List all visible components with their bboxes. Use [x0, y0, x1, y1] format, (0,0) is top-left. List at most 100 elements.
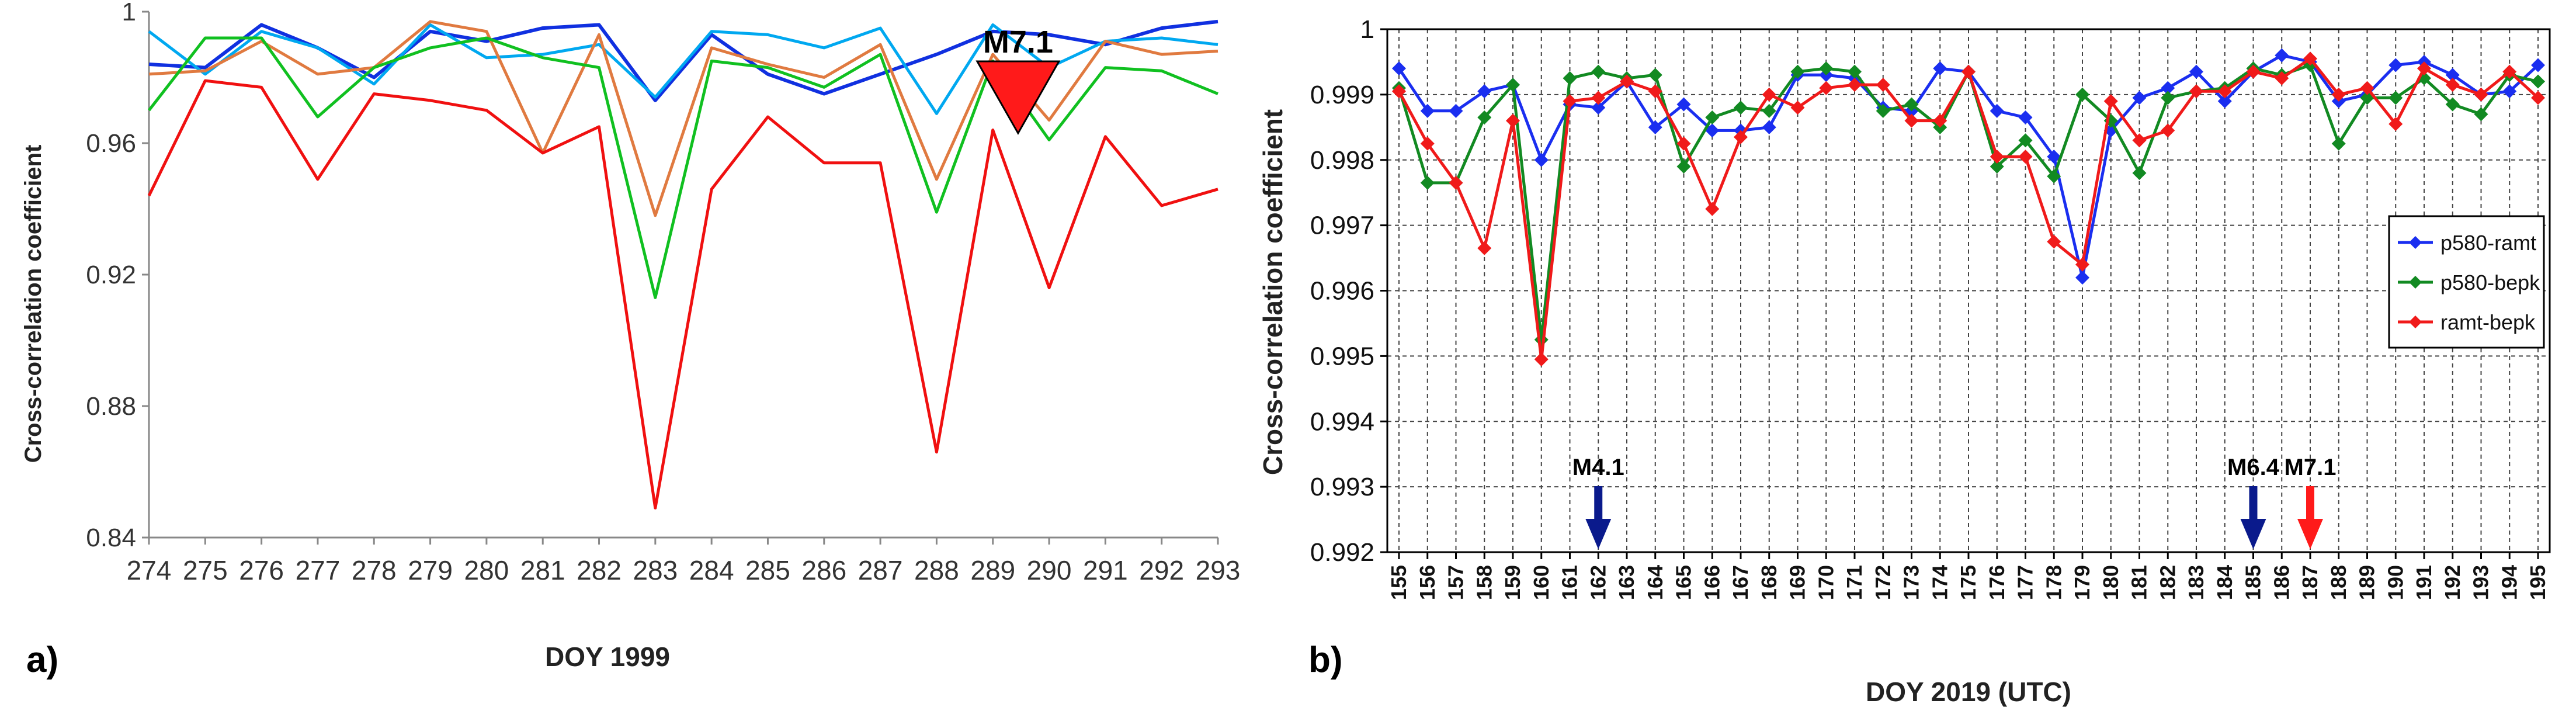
panel-b-x-tick-label: 168 — [1757, 565, 1781, 600]
panel-a-series-orange-line — [148, 20, 1218, 217]
panel-b-x-tick-label: 166 — [1700, 565, 1724, 600]
panel-b-x-tick-label: 179 — [2070, 565, 2094, 600]
panel-b-p580-ramt-point — [2502, 84, 2517, 99]
panel-b-p580-bepk-point — [2445, 97, 2460, 112]
panel-b-p580-bepk-point — [1676, 159, 1691, 174]
panel-b-ramt-bepk-point — [2161, 123, 2175, 138]
panel-b-ramt-bepk-point — [1534, 352, 1549, 366]
panel-b-p580-ramt-point — [2275, 48, 2289, 63]
panel-a-x-tick-label: 277 — [296, 555, 341, 585]
panel-a-series-red-line — [147, 79, 1218, 509]
panel-a-annotations: M7.1 — [975, 25, 1061, 136]
panel-b-p580-ramt-point — [1648, 120, 1662, 134]
panel-a-y-tick-label: 0.88 — [86, 392, 136, 421]
panel-b-event-arrow-shaft — [2249, 486, 2258, 522]
panel-a-annotation-label: M7.1 — [983, 25, 1053, 60]
panel-a-plot-area — [149, 12, 1218, 555]
panel-b-p580-ramt-point — [2531, 58, 2545, 72]
panel-a-m71-triangle-marker — [975, 60, 1061, 136]
panel-b-event-arrow-shaft — [2306, 486, 2314, 522]
panel-b-ramt-bepk-point — [2075, 257, 2089, 272]
panel-b-event-arrow-shaft — [1594, 486, 1603, 522]
panel-b-label: b) — [1308, 640, 1343, 680]
panel-b-x-tick-label: 176 — [1985, 565, 2009, 600]
panel-b-x-tick-label: 158 — [1472, 565, 1496, 600]
panel-b-x-tick-label: 165 — [1672, 565, 1696, 600]
panel-a-y-tick-label: 0.84 — [86, 524, 136, 552]
panel-b-y-tick-label: 0.995 — [1310, 342, 1374, 370]
panel-b-ramt-bepk-point — [1990, 150, 2004, 164]
panel-a-series-cyan-line — [148, 23, 1218, 115]
panel-b-x-tick-label: 174 — [1928, 565, 1952, 600]
panel-b-p580-bepk-point — [1705, 110, 1720, 125]
panel-b-event-arrow-head — [1585, 519, 1612, 549]
panel-b-p580-ramt-point — [1591, 100, 1606, 115]
panel-b-p580-ramt-point — [2075, 271, 2089, 285]
panel-b-x-tick-label: 195 — [2526, 565, 2550, 600]
panel-b-ramt-bepk-point — [2331, 87, 2346, 102]
panel-b-ramt-bepk-point — [2047, 234, 2061, 249]
panel-b-ramt-bepk-point — [2388, 117, 2403, 131]
panel-b-ramt-bepk-point — [1506, 113, 1520, 128]
panel-b-p580-bepk-point — [2531, 74, 2545, 89]
panel-b-ramt-bepk-point — [1620, 74, 1634, 89]
panel-b-ramt-bepk-point — [1676, 136, 1691, 151]
panel-b-x-tick-label: 170 — [1814, 565, 1838, 600]
panel-b-x-tick-label: 188 — [2327, 565, 2351, 600]
panel-b-legend-swatch-marker — [2409, 236, 2422, 249]
panel-a-chart: 0.840.880.920.961 274 275 276 277 278 279 280 2… — [20, 0, 1240, 680]
panel-b-y-tick-label: 0.993 — [1310, 473, 1374, 501]
panel-b-y-axis-label: Cross-correlation coefficient — [1258, 109, 1288, 475]
panel-b-x-tick-label: 191 — [2412, 565, 2436, 600]
panel-b-p580-ramt-point — [2189, 64, 2203, 79]
panel-b-y-tick-label: 0.997 — [1310, 212, 1374, 240]
panel-b-p580-ramt-point — [1534, 152, 1549, 167]
panel-b-p580-bepk-point — [1506, 78, 1520, 92]
panel-a-x-tick-label: 283 — [633, 555, 678, 585]
panel-b-x-tick-label: 175 — [1956, 565, 1980, 600]
panel-b-p580-ramt-point — [2217, 94, 2232, 109]
panel-b-y-tick-label: 0.996 — [1310, 277, 1374, 306]
panel-b-ramt-bepk-point — [1591, 91, 1606, 105]
panel-b-ramt-bepk-point — [1477, 241, 1492, 255]
panel-a-series-green-line — [148, 36, 1218, 299]
panel-b-ramt-bepk-point — [2417, 61, 2431, 76]
panel-b-x-tick-label: 177 — [2013, 565, 2037, 600]
panel-b-ramt-bepk-point — [1876, 78, 1890, 92]
panel-b-ramt-bepk-point — [1904, 113, 1919, 128]
panel-b-legend-label: p580-ramt — [2440, 231, 2536, 255]
panel-a-x-tick-label: 286 — [801, 555, 846, 585]
panel-a-x-tick-label: 276 — [239, 555, 284, 585]
panel-b-ramt-bepk-point — [1705, 202, 1720, 216]
panel-b-ramt-bepk-point — [2103, 94, 2118, 109]
panel-a-x-tick-label: 279 — [408, 555, 453, 585]
panel-b-ramt-bepk-point — [2217, 84, 2232, 99]
panel-b-x-tick-label: 157 — [1444, 565, 1468, 600]
panel-b-p580-bepk-point — [1591, 64, 1606, 79]
panel-b-x-tick-label: 180 — [2099, 565, 2123, 600]
panel-a-x-tick-label: 287 — [858, 555, 903, 585]
panel-b-x-tick-label: 186 — [2269, 565, 2293, 600]
panel-b-p580-bepk-point — [2018, 133, 2033, 148]
panel-b-p580-bepk-point — [1648, 68, 1662, 82]
panel-b-legend-label: ramt-bepk — [2440, 310, 2536, 334]
panel-b-p580-bepk-point — [2075, 87, 2089, 102]
panel-b-legend-swatch-marker — [2409, 276, 2422, 289]
panel-b-ramt-bepk-point — [1563, 94, 1577, 109]
panel-a-x-tick-label: 280 — [464, 555, 509, 585]
panel-b-p580-bepk-point — [2474, 107, 2488, 122]
panel-b-p580-ramt-point — [1676, 97, 1691, 112]
panel-b-p580-bepk-point — [2047, 169, 2061, 183]
panel-b-x-tick-label: 160 — [1529, 565, 1553, 600]
panel-b-ramt-bepk-point — [1961, 64, 1976, 79]
panel-a-x-tick-label: 281 — [520, 555, 565, 585]
panel-b-p580-ramt-point — [1477, 84, 1492, 99]
panel-b-p580-bepk-point — [1876, 103, 1890, 118]
panel-a-y-tick-label: 0.96 — [86, 129, 136, 158]
panel-b-ramt-bepk-point — [2018, 150, 2033, 164]
panel-b-annotation-label: M6.4 — [2227, 455, 2280, 480]
panel-b-p580-bepk-point — [1848, 64, 1862, 79]
panel-b-ramt-bepk-point — [1819, 81, 1834, 95]
panel-b-x-tick-label: 187 — [2298, 565, 2322, 600]
